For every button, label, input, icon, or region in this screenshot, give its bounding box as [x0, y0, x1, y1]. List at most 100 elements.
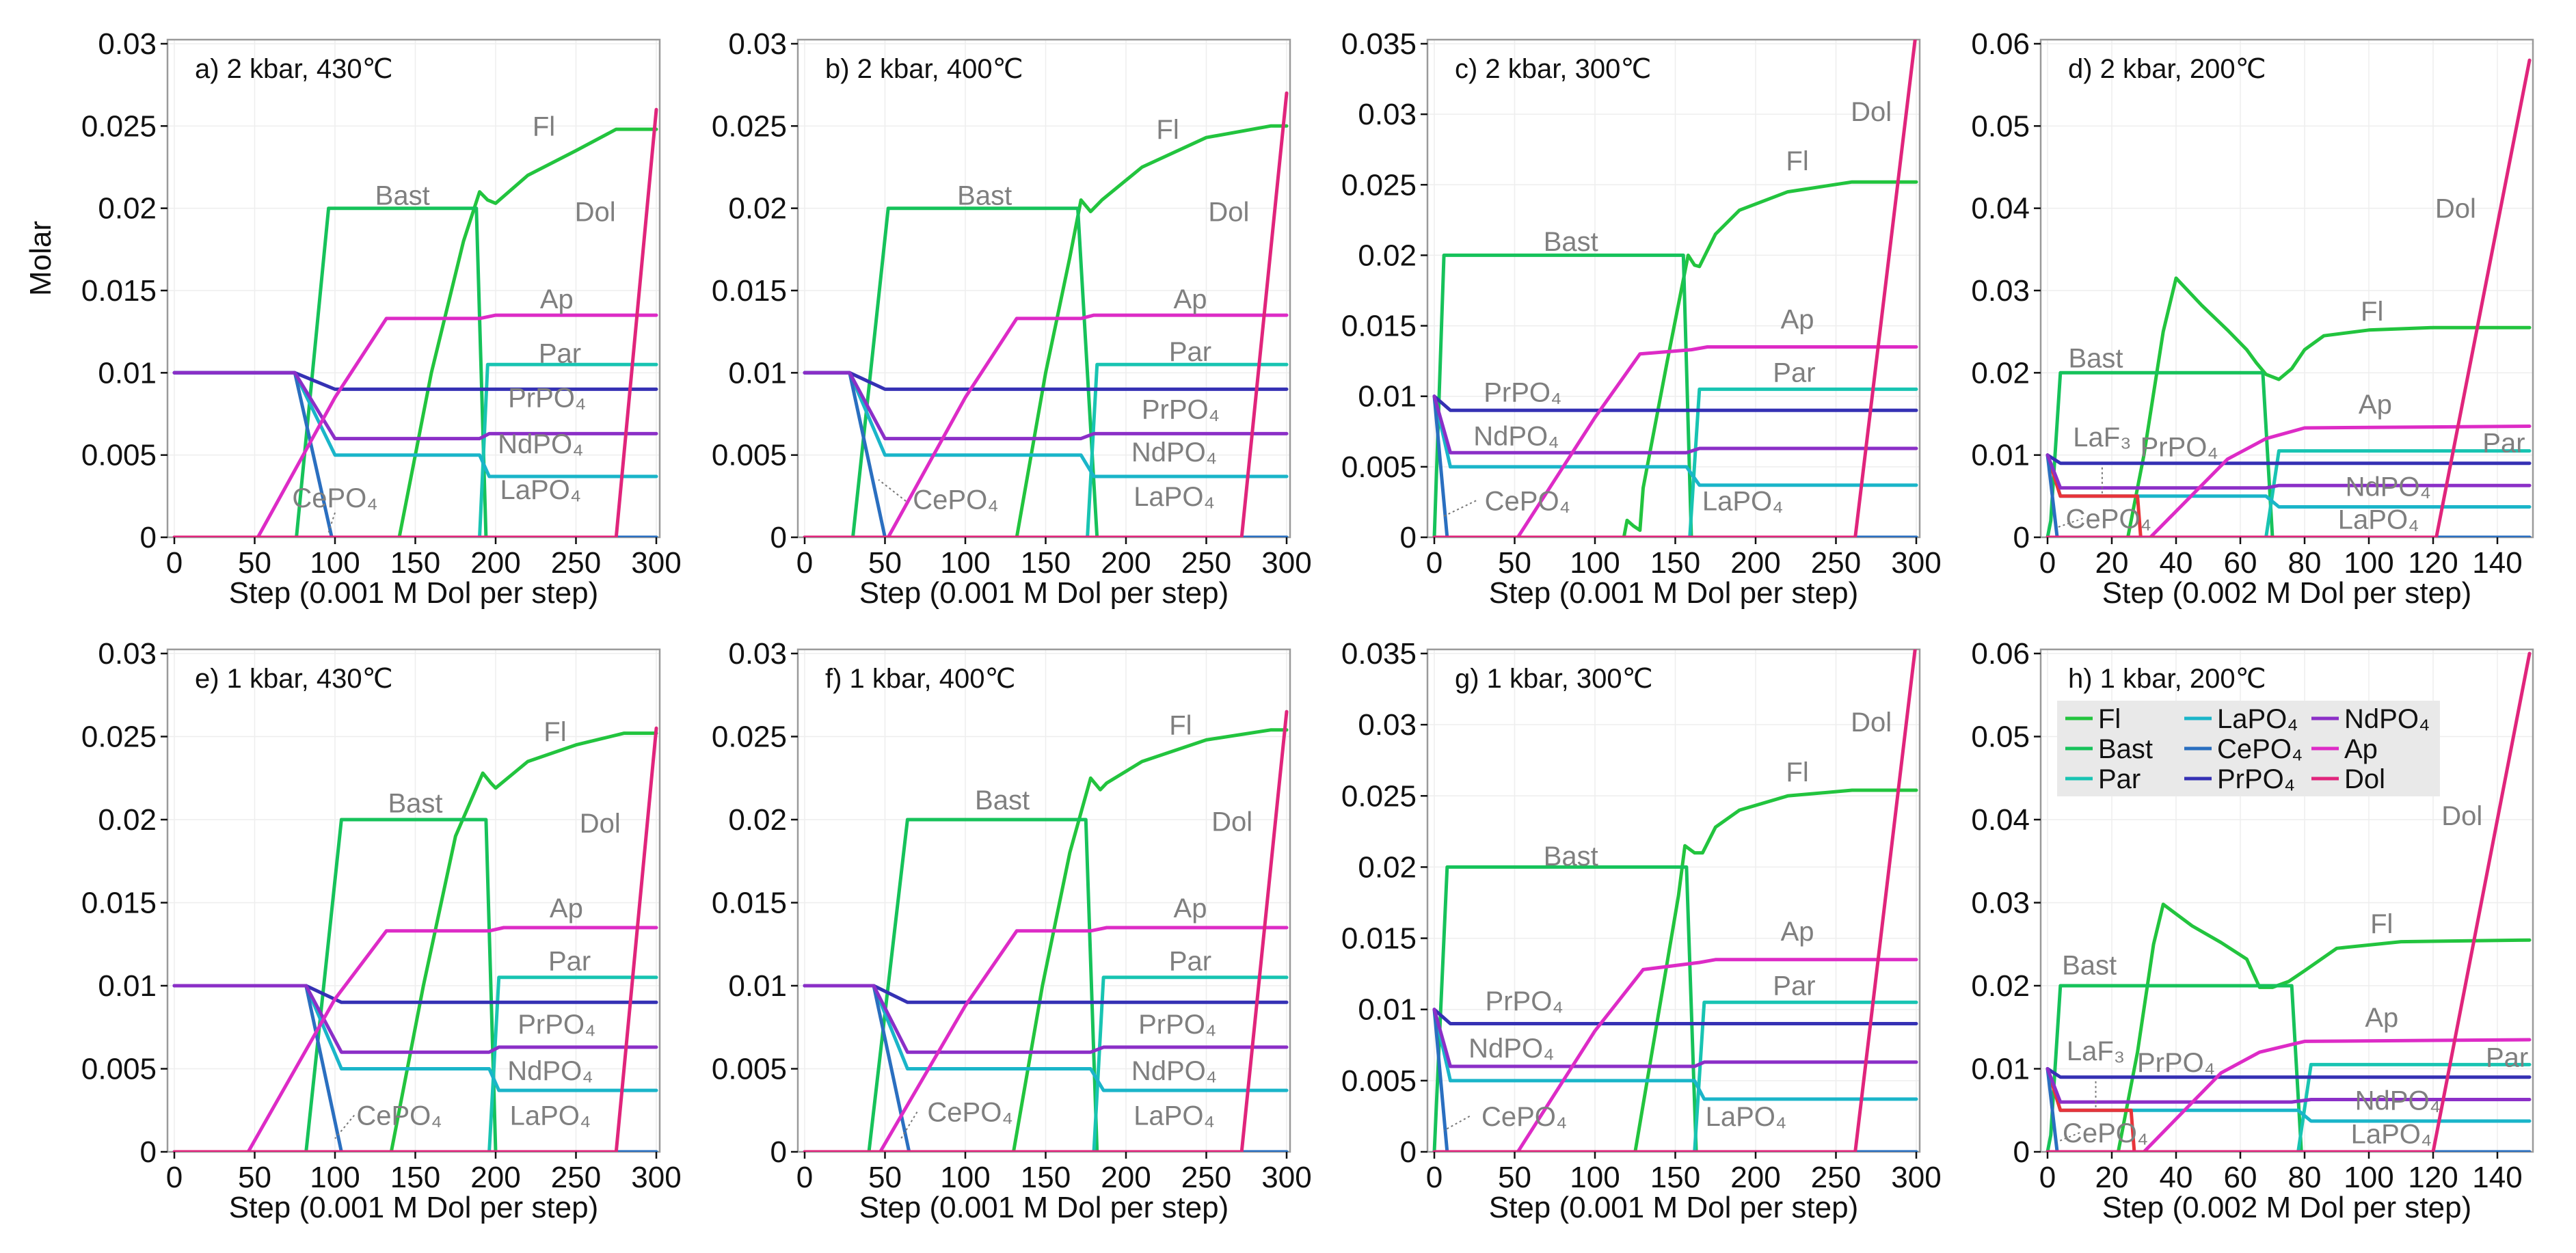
series-line-bast	[803, 206, 1289, 537]
species-label: LaPO₄	[500, 475, 581, 505]
x-tick-label: 50	[1498, 546, 1531, 580]
series-line-cepo4	[2045, 1067, 2532, 1152]
species-label: Ap	[2359, 390, 2392, 420]
species-label: LaF₃	[2073, 422, 2131, 453]
panel-c: 0 0.005 0.01 0.015 0.02 0.025 0.03 0.035 0 50 100 1…	[1341, 27, 1942, 610]
series-line-dol	[2045, 58, 2532, 537]
x-tick-label: 100	[940, 546, 990, 580]
y-tick-label: 0.025	[712, 109, 787, 143]
y-tick-label: 0.015	[1341, 922, 1417, 956]
series-line-ndpo4	[803, 984, 1289, 1054]
species-label: Fl	[2370, 909, 2393, 939]
legend-label: Dol	[2344, 764, 2385, 794]
series-line-dol	[172, 726, 658, 1152]
leader-line	[878, 479, 907, 502]
species-label: Dol	[2441, 801, 2482, 831]
legend-label: Fl	[2098, 704, 2121, 734]
species-label: Ap	[1174, 893, 1207, 924]
species-label: LaPO₄	[510, 1101, 591, 1131]
species-label: LaPO₄	[1702, 486, 1784, 516]
species-label: CePO₄	[927, 1098, 1012, 1128]
x-tick-label: 150	[1650, 1161, 1700, 1194]
series-group	[803, 710, 1289, 1152]
y-tick-label: 0.03	[1358, 98, 1417, 131]
series-line-lapo4	[1432, 394, 1918, 487]
series-line-par	[1432, 1000, 1918, 1152]
species-label: Dol	[2435, 194, 2476, 224]
series-line-laf3	[2045, 453, 2532, 537]
species-label: Fl	[1169, 710, 1192, 740]
legend-label: Par	[2098, 764, 2141, 794]
y-tick-label: 0.03	[98, 637, 157, 671]
species-label: CePO₄	[913, 485, 998, 515]
species-label: PrPO₄	[1486, 986, 1564, 1016]
x-tick-label: 250	[1811, 1161, 1861, 1194]
x-tick-label: 300	[1261, 1161, 1311, 1194]
y-tick-label: 0.025	[1341, 168, 1417, 202]
panel-g: 0 0.005 0.01 0.015 0.02 0.025 0.03 0.035 0 50 100 1…	[1341, 637, 1942, 1224]
species-label: Fl	[1156, 115, 1179, 145]
species-label: Bast	[375, 180, 430, 211]
species-label: Fl	[533, 111, 555, 142]
series-line-dol	[2045, 651, 2532, 1152]
species-label: Bast	[957, 180, 1012, 211]
y-tick-label: 0.06	[1971, 637, 2030, 671]
panel-title: f) 1 kbar, 400℃	[825, 664, 1015, 694]
y-tick-label: 0.03	[1358, 708, 1417, 742]
series-line-prpo4	[1432, 1008, 1918, 1025]
y-tick-label: 0	[2013, 1135, 2030, 1169]
x-tick-label: 0	[166, 546, 183, 580]
panel-title: e) 1 kbar, 430℃	[195, 664, 393, 694]
x-tick-label: 60	[2224, 546, 2257, 580]
series-line-prpo4	[2045, 1067, 2532, 1079]
series-line-fl	[2045, 276, 2532, 537]
y-tick-label: 0.015	[1341, 310, 1417, 343]
species-label: Fl	[1786, 757, 1808, 787]
leader-line	[2056, 1132, 2080, 1143]
y-tick-label: 0.01	[1971, 439, 2030, 472]
y-tick-label: 0	[140, 521, 157, 554]
x-tick-label: 200	[1101, 546, 1151, 580]
y-tick-label: 0.005	[81, 439, 157, 472]
panel-d: 0 0.01 0.02 0.03 0.04 0.05 0.06 0 20 40 60 80 100 120…	[1971, 27, 2534, 610]
species-label: NdPO₄	[1468, 1034, 1554, 1064]
panel-e: 0 0.005 0.01 0.015 0.02 0.025 0.03 0 50 100 150 200…	[81, 637, 682, 1224]
x-tick-label: 200	[1730, 1161, 1780, 1194]
y-tick-label: 0.02	[728, 803, 787, 837]
x-tick-label: 300	[1891, 546, 1941, 580]
x-tick-label: 140	[2472, 546, 2522, 580]
y-tick-label: 0.02	[98, 803, 157, 837]
x-axis-title: Step (0.001 M Dol per step)	[859, 1191, 1229, 1224]
x-tick-label: 200	[1730, 546, 1780, 580]
series-line-bast	[172, 818, 658, 1152]
x-axis-title: Step (0.002 M Dol per step)	[2102, 1191, 2471, 1224]
x-tick-label: 20	[2095, 1161, 2129, 1194]
leader-line	[900, 1111, 918, 1140]
x-axis-title: Step (0.002 M Dol per step)	[2102, 576, 2471, 610]
species-label: PrPO₄	[2141, 433, 2218, 463]
y-tick-label: 0.02	[1358, 850, 1417, 884]
series-group	[2045, 651, 2532, 1152]
species-label: CePO₄	[2063, 1118, 2148, 1148]
x-tick-label: 100	[310, 1161, 360, 1194]
species-label: PrPO₄	[2137, 1048, 2215, 1078]
legend-label: LaPO₄	[2217, 704, 2298, 734]
x-tick-label: 120	[2408, 1161, 2458, 1194]
species-label: Dol	[1851, 97, 1892, 127]
y-tick-label: 0.03	[728, 637, 787, 671]
x-tick-label: 150	[390, 546, 440, 580]
x-tick-label: 50	[1498, 1161, 1531, 1194]
series-group	[2045, 58, 2532, 537]
x-tick-label: 300	[631, 1161, 681, 1194]
species-label: NdPO₄	[2346, 472, 2431, 502]
y-tick-label: 0	[770, 1135, 787, 1169]
y-tick-label: 0.03	[1971, 887, 2030, 920]
series-line-ndpo4	[1432, 1008, 1918, 1068]
species-label: Dol	[580, 809, 621, 839]
leader-line	[1443, 1116, 1471, 1131]
y-tick-label: 0.01	[98, 356, 157, 390]
species-label: LaPO₄	[2351, 1119, 2432, 1149]
series-line-cepo4	[1432, 394, 1918, 537]
x-tick-label: 100	[1570, 1161, 1620, 1194]
species-label: PrPO₄	[518, 1010, 595, 1040]
